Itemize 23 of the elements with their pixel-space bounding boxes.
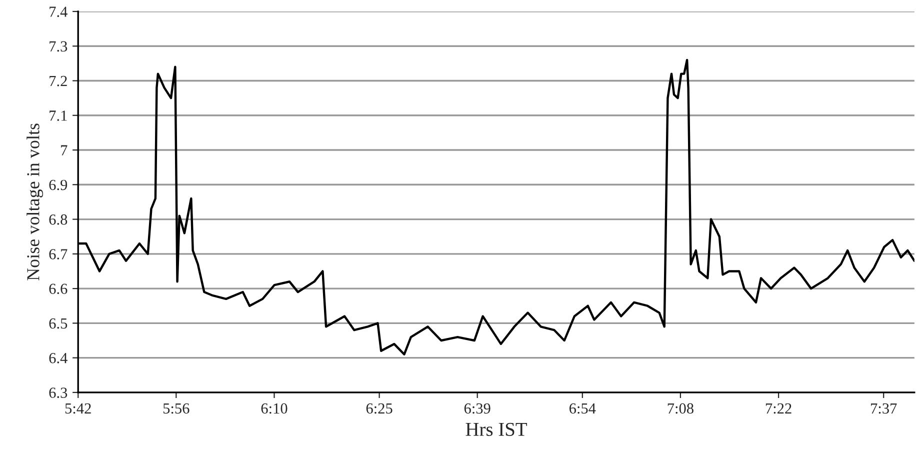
x-tick-label: 6:54 bbox=[569, 403, 596, 414]
y-tick-label: 6.4 bbox=[49, 352, 68, 364]
x-tick-label: 5:56 bbox=[163, 403, 190, 414]
y-tick-label: 6.8 bbox=[49, 214, 68, 225]
x-tick-label: 6:25 bbox=[366, 403, 392, 414]
y-tick-label: 7.3 bbox=[50, 41, 68, 52]
y-tick-label: 6.6 bbox=[49, 284, 68, 294]
y-tick-label: 6.5 bbox=[49, 318, 68, 329]
y-tick-label: 6.9 bbox=[49, 180, 68, 190]
y-tick-label: 6.7 bbox=[49, 249, 68, 260]
x-tick-label: 7:08 bbox=[668, 403, 694, 414]
x-tick-label: 6:39 bbox=[464, 403, 490, 414]
y-tick-label: 7.1 bbox=[50, 110, 67, 121]
y-tick-label: 7.4 bbox=[50, 6, 68, 17]
x-tick-label: 6:10 bbox=[261, 403, 288, 414]
x-tick-label: 7:22 bbox=[766, 403, 792, 414]
y-tick-label: 7 bbox=[61, 145, 68, 156]
y-axis-title: Noise voltage in volts bbox=[26, 124, 44, 280]
x-axis-title: Hrs IST bbox=[466, 422, 527, 436]
x-tick-label: 5:42 bbox=[65, 403, 91, 414]
x-tick-label: 7:37 bbox=[871, 403, 897, 414]
y-tick-label: 7.2 bbox=[50, 76, 67, 86]
y-tick-label: 6.3 bbox=[49, 388, 68, 398]
